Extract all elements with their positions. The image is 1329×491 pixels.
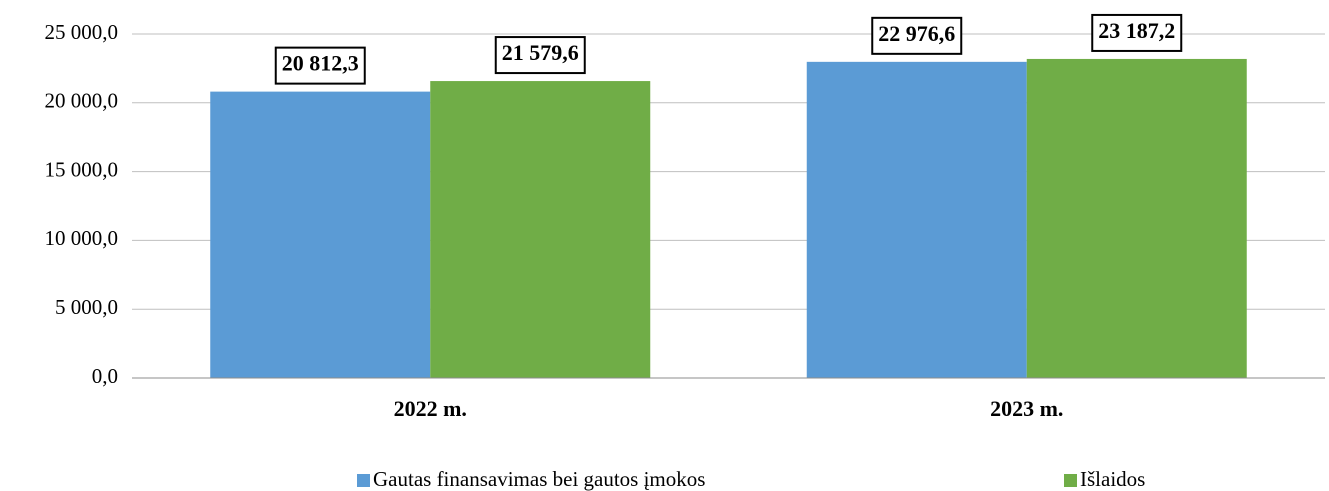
data-label: 23 187,2 xyxy=(1098,18,1175,43)
data-label-box xyxy=(494,36,586,75)
y-tick-label: 15 000,0 xyxy=(45,157,119,181)
legend-swatch xyxy=(1064,474,1077,487)
data-label-box xyxy=(1091,13,1183,52)
y-tick-label: 10 000,0 xyxy=(45,226,119,250)
y-tick-label: 20 000,0 xyxy=(45,89,119,113)
data-label: 22 976,6 xyxy=(878,21,955,46)
y-tick-label: 0,0 xyxy=(92,364,118,388)
legend-label: Gautas finansavimas bei gautos įmokos xyxy=(373,467,705,491)
legend-label: Išlaidos xyxy=(1080,467,1145,491)
x-tick-label: 2022 m. xyxy=(394,396,467,421)
data-label-box xyxy=(274,46,366,85)
y-tick-label: 5 000,0 xyxy=(55,295,118,319)
y-tick-label: 25 000,0 xyxy=(45,20,119,44)
data-label-box xyxy=(871,16,963,55)
bar xyxy=(210,91,431,379)
bar xyxy=(806,61,1027,379)
data-label: 20 812,3 xyxy=(282,51,359,76)
data-label: 21 579,6 xyxy=(502,40,579,65)
bar xyxy=(1026,58,1247,379)
x-tick-label: 2023 m. xyxy=(990,396,1063,421)
legend-swatch xyxy=(357,474,370,487)
bar xyxy=(430,81,651,379)
